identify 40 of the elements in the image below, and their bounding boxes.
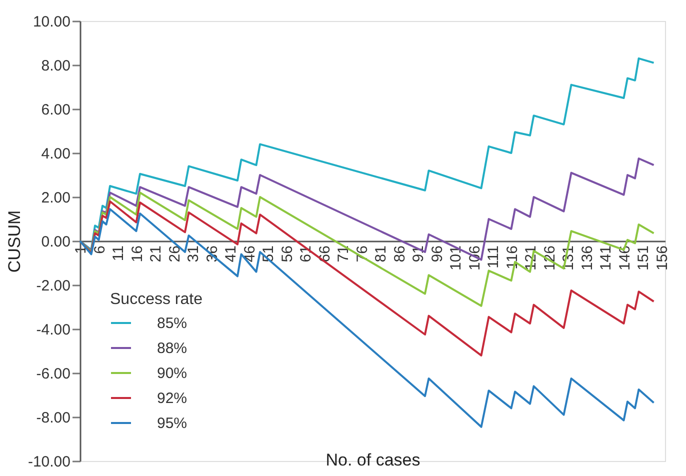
x-axis-title: No. of cases — [326, 450, 420, 470]
y-tick-label: -6.00 — [36, 366, 70, 382]
y-tick-label: 2.00 — [41, 190, 70, 206]
x-tick-label: 136 — [578, 246, 596, 271]
legend-label: 88% — [157, 340, 188, 357]
x-tick-label: 111 — [485, 246, 502, 268]
x-tick-label: 6 — [91, 246, 108, 254]
x-tick-label: 41 — [222, 246, 240, 262]
x-tick-label: 56 — [278, 246, 296, 262]
x-tick-label: 16 — [128, 246, 146, 262]
x-tick-label: 126 — [541, 246, 558, 271]
x-tick-label: 116 — [504, 246, 521, 270]
x-tick-label: 86 — [391, 246, 408, 262]
x-tick-label: 46 — [241, 246, 258, 262]
legend-label: 90% — [157, 365, 188, 382]
x-tick-label: 11 — [110, 246, 127, 262]
y-tick-label: -8.00 — [36, 410, 70, 426]
y-tick-label: -2.00 — [36, 278, 70, 294]
legend-title: Success rate — [110, 291, 203, 308]
x-tick-label: 96 — [428, 246, 446, 262]
y-tick-label: 4.00 — [41, 146, 70, 162]
x-tick-label: 156 — [654, 246, 671, 271]
x-tick-label: 21 — [148, 246, 164, 262]
x-tick-label: 151 — [635, 246, 652, 271]
legend-label: 95% — [157, 415, 188, 432]
x-tick-label: 81 — [372, 246, 390, 262]
legend-label: 92% — [157, 390, 188, 407]
x-tick-label: 71 — [335, 246, 352, 262]
legend-label: 85% — [157, 315, 188, 332]
x-tick-label: 26 — [166, 246, 184, 262]
y-tick-label: 6.00 — [41, 102, 70, 118]
x-tick-label: 31 — [185, 246, 202, 262]
y-tick-label: -4.00 — [36, 322, 70, 338]
x-tick-label: 101 — [448, 246, 464, 271]
y-tick-label: 0.00 — [41, 234, 70, 250]
y-tick-label: 10.00 — [32, 14, 70, 30]
x-tick-label: 141 — [598, 246, 614, 271]
y-tick-label: -10.00 — [28, 454, 70, 470]
y-tick-label: 8.00 — [41, 58, 70, 74]
y-axis-title: CUSUM — [4, 210, 24, 273]
